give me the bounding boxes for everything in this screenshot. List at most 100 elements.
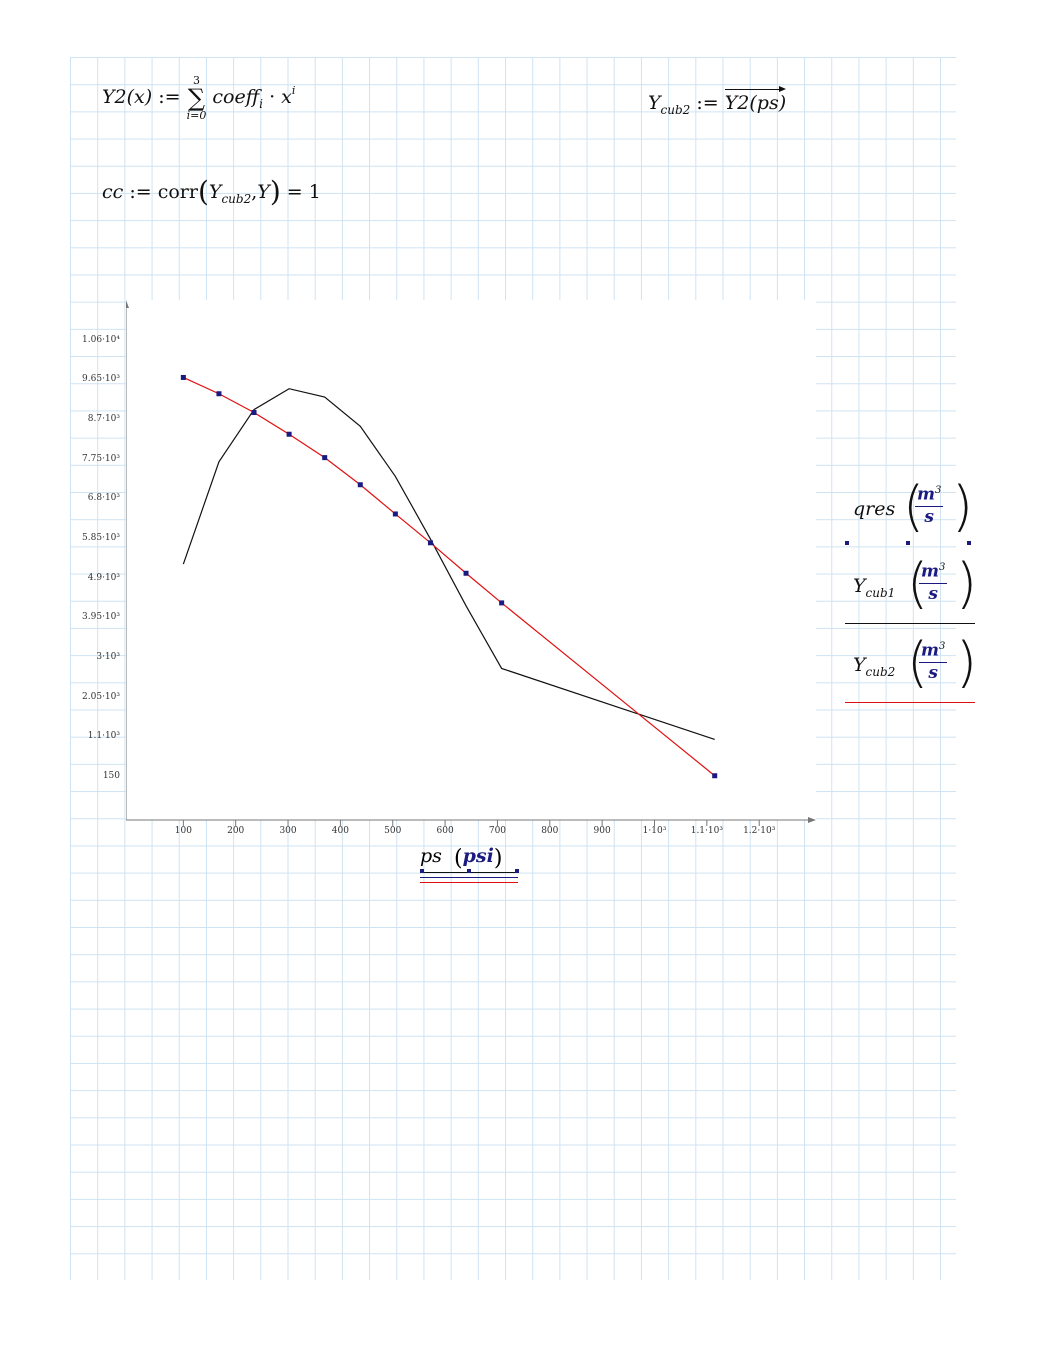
legend-ycub1-unit-num: m bbox=[921, 561, 939, 582]
eq3-assign: := bbox=[129, 181, 152, 203]
legend-qres-unit-bar bbox=[915, 505, 944, 507]
y-tick-label: 6.8·10³ bbox=[87, 493, 120, 504]
equation-ycub2-definition[interactable]: Ycub2 := Y2(ps) bbox=[648, 86, 787, 117]
legend-ycub2-unit: m3 s bbox=[917, 640, 949, 684]
series-line-y-cub1 bbox=[182, 388, 715, 740]
legend-ycub2-name: Y bbox=[853, 654, 866, 676]
eq1-term-subscript: i bbox=[259, 97, 264, 111]
eq3-arg1: Y bbox=[208, 181, 222, 203]
data-point-marker bbox=[251, 410, 257, 416]
legend-ycub1-subscript: cub1 bbox=[865, 586, 896, 600]
equation-y2-definition[interactable]: Y2(x) := 3 ∑ i=0 coeffi · xi bbox=[102, 75, 295, 121]
eq3-function: corr bbox=[157, 181, 198, 203]
x-axis-arrow-icon bbox=[808, 817, 816, 823]
legend-ycub1-unit-bar bbox=[919, 582, 948, 584]
legend-ycub1-unit-den: s bbox=[928, 583, 938, 604]
legend-qres-close-paren: ) bbox=[952, 475, 974, 538]
legend-ycub2-subscript: cub2 bbox=[865, 665, 896, 679]
y-tick-label: 3.95·10³ bbox=[82, 612, 120, 623]
x-tick-label: 900 bbox=[594, 826, 611, 836]
legend-ycub1-unit: m3 s bbox=[917, 561, 949, 605]
x-axis-trace-line-2 bbox=[420, 877, 518, 878]
legend-qres-unit: m3 s bbox=[913, 484, 945, 528]
legend-item-ycub2[interactable]: Ycub2 ( m3 s ) bbox=[845, 631, 978, 703]
eq3-arg2: Y bbox=[257, 181, 270, 203]
x-tick-label: 1.1·10³ bbox=[691, 826, 724, 836]
y-tick-label: 150 bbox=[102, 771, 120, 781]
x-axis-expression[interactable]: ps (psi) bbox=[420, 845, 519, 883]
y-tick-label: 5.85·10³ bbox=[82, 533, 120, 544]
eq3-lhs: cc bbox=[102, 181, 124, 203]
y-tick-label: 3·10³ bbox=[96, 652, 120, 662]
selection-handle-mid[interactable] bbox=[906, 541, 910, 545]
x-selection-handle-left[interactable] bbox=[420, 869, 424, 873]
data-point-marker bbox=[712, 773, 718, 779]
eq1-term: coeff bbox=[212, 86, 260, 108]
legend-ycub2-label: Ycub2 bbox=[853, 654, 896, 679]
legend-qres-open-paren: ( bbox=[903, 475, 925, 538]
legend-item-ycub1[interactable]: Ycub1 ( m3 s ) bbox=[845, 555, 977, 624]
eq1-var: x bbox=[281, 86, 292, 108]
x-axis-unit: psi bbox=[462, 845, 494, 867]
legend-item-qres[interactable]: qres ( m3 s ) bbox=[845, 478, 975, 548]
x-tick-label: 500 bbox=[384, 826, 401, 836]
eq2-lhs: Y bbox=[648, 92, 661, 114]
sum-lower-limit: i=0 bbox=[186, 109, 207, 122]
x-tick-label: 1.2·10³ bbox=[743, 826, 776, 836]
sum-upper-limit: 3 bbox=[192, 74, 200, 87]
legend-ycub2-close-paren: ) bbox=[956, 631, 978, 694]
legend-qres-unit-den: s bbox=[924, 506, 934, 527]
eq1-lhs: Y2(x) bbox=[102, 86, 153, 108]
data-point-marker bbox=[322, 455, 328, 461]
x-tick-label: 1·10³ bbox=[643, 826, 667, 836]
eq1-var-superscript: i bbox=[291, 84, 296, 97]
x-tick-label: 300 bbox=[279, 826, 296, 836]
y-axis-arrow-icon bbox=[126, 300, 129, 308]
y-tick-label: 2.05·10³ bbox=[82, 691, 120, 702]
eq2-lhs-subscript: cub2 bbox=[660, 103, 691, 117]
data-point-marker bbox=[392, 511, 398, 517]
data-point-marker bbox=[357, 482, 363, 488]
legend-ycub1-name: Y bbox=[853, 575, 866, 597]
y-tick-label: 1.06·10⁴ bbox=[82, 334, 120, 345]
y-tick-label: 1.1·10³ bbox=[87, 731, 120, 742]
series-line-y-cub2 bbox=[183, 376, 716, 777]
data-point-marker bbox=[216, 391, 222, 397]
data-point-marker bbox=[499, 600, 505, 606]
legend-ycub1-unit-sup: 3 bbox=[939, 562, 946, 573]
y-tick-label: 9.65·10³ bbox=[82, 374, 120, 385]
y-tick-label: 7.75·10³ bbox=[82, 453, 120, 464]
plot-canvas: 100 200 300 400 500 600 700 800 900 1·10³ 1.1·10³ 1… bbox=[126, 300, 816, 836]
eq3-arg1-subscript: cub2 bbox=[221, 192, 252, 206]
x-selection-handle-mid[interactable] bbox=[467, 869, 471, 873]
eq2-rhs-vectorized: Y2(ps) bbox=[724, 86, 787, 114]
legend-ycub2-unit-bar bbox=[919, 661, 948, 663]
equation-correlation[interactable]: cc := corr(Ycub2,Y) = 1 bbox=[102, 175, 321, 208]
x-axis-open-paren: ( bbox=[454, 846, 463, 871]
data-point-marker bbox=[286, 431, 292, 437]
x-tick-label: 600 bbox=[437, 826, 454, 836]
eq3-open-paren: ( bbox=[197, 175, 209, 208]
x-tick-label: 400 bbox=[332, 826, 349, 836]
data-point-marker bbox=[463, 570, 469, 576]
legend-ycub2-unit-sup: 3 bbox=[939, 641, 946, 652]
xy-plot[interactable]: 100 200 300 400 500 600 700 800 900 1·10³ 1.1·10³ 1… bbox=[126, 300, 816, 836]
x-tick-label: 200 bbox=[227, 826, 244, 836]
selection-handle-left[interactable] bbox=[845, 541, 849, 545]
eq3-result: = 1 bbox=[286, 181, 321, 203]
legend-ycub2-unit-num: m bbox=[921, 640, 939, 661]
y-tick-label: 8.7·10³ bbox=[87, 414, 120, 425]
x-tick-label: 800 bbox=[541, 826, 558, 836]
data-point-marker bbox=[180, 374, 186, 380]
legend-ycub1-label: Ycub1 bbox=[853, 575, 896, 600]
legend-ycub2-unit-den: s bbox=[928, 662, 938, 683]
sum-operator: 3 ∑ i=0 bbox=[187, 75, 207, 121]
eq2-assign: := bbox=[696, 92, 719, 114]
x-axis-close-paren: ) bbox=[493, 846, 503, 871]
x-selection-handle-right[interactable] bbox=[515, 869, 519, 873]
x-tick-label: 100 bbox=[175, 826, 192, 836]
legend-ycub2-open-paren: ( bbox=[907, 631, 929, 694]
x-tick-label: 700 bbox=[489, 826, 506, 836]
legend-qres-unit-sup: 3 bbox=[935, 485, 942, 496]
selection-handle-right[interactable] bbox=[967, 541, 971, 545]
